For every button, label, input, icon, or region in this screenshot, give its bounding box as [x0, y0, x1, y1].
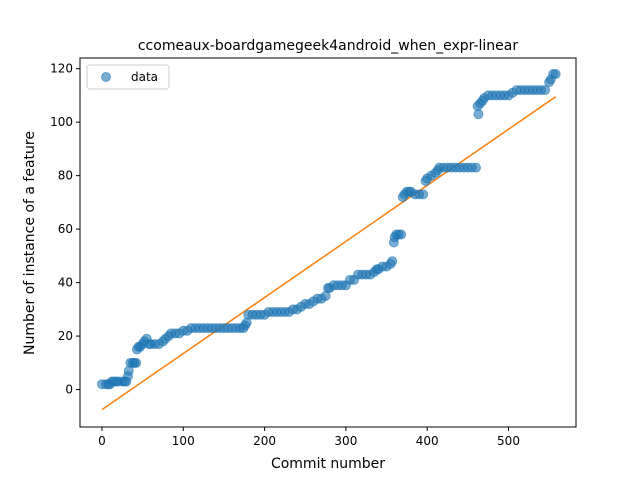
data-point [470, 162, 481, 173]
y-tick-label: 20 [58, 329, 73, 343]
x-axis-label: Commit number [271, 456, 385, 472]
y-axis-ticks: 0 20 40 60 80 100 120 [50, 62, 80, 397]
y-tick-label: 120 [50, 62, 73, 76]
plot-frame [79, 57, 577, 428]
data-point [387, 256, 398, 267]
data-point [418, 189, 429, 200]
data-point [396, 229, 407, 240]
y-tick-label: 60 [58, 222, 73, 236]
data-point [473, 109, 484, 120]
legend-label: data [131, 70, 158, 84]
fit-layer [101, 96, 557, 411]
plot-area [80, 58, 576, 427]
data-point [241, 317, 252, 328]
x-tick-label: 500 [497, 434, 520, 448]
y-tick-label: 100 [50, 115, 73, 129]
x-tick-label: 300 [334, 434, 357, 448]
chart-title: ccomeaux-boardgamegeek4android_when_expr… [138, 38, 519, 54]
data-point [131, 357, 142, 368]
y-tick-label: 40 [58, 276, 73, 290]
x-tick-label: 200 [253, 434, 276, 448]
x-tick-label: 0 [98, 434, 106, 448]
legend-marker-icon [101, 72, 111, 82]
data-points [96, 69, 561, 390]
legend-box [86, 64, 170, 90]
data-point [550, 69, 561, 80]
y-tick-label: 80 [58, 169, 73, 183]
y-axis-label: Number of instance of a feature [22, 131, 38, 355]
x-tick-label: 400 [416, 434, 439, 448]
x-tick-label: 100 [172, 434, 195, 448]
data-point [540, 85, 551, 96]
legend: data [86, 64, 170, 90]
y-tick-label: 0 [65, 383, 73, 397]
fit-line [101, 96, 557, 411]
x-axis-ticks: 0 100 200 300 400 500 [98, 427, 520, 448]
